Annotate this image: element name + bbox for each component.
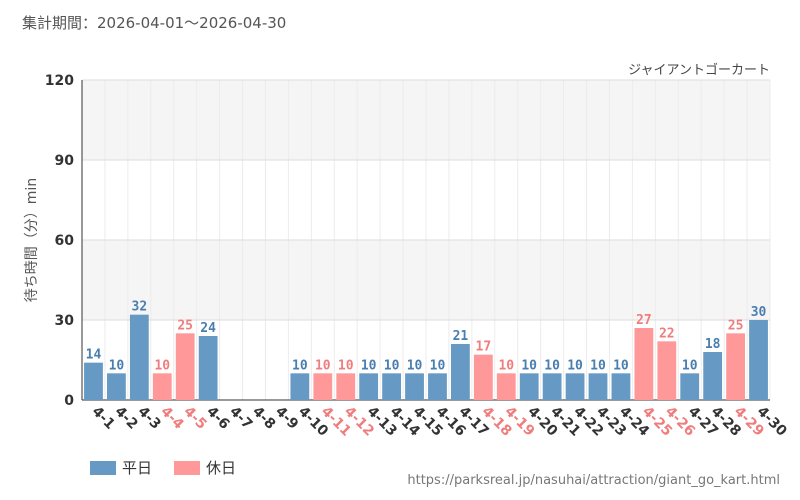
bar	[152, 373, 172, 400]
x-tick-label: 4-6	[203, 404, 232, 433]
bar-value-label: 10	[430, 358, 446, 373]
x-tick-label: 4-7	[226, 404, 255, 433]
x-tick-label: 4-1	[89, 404, 118, 433]
bar-value-label: 10	[361, 358, 377, 373]
bar	[611, 373, 631, 400]
bar	[106, 373, 126, 400]
legend-swatch-holiday	[174, 460, 201, 475]
bar-value-label: 10	[590, 358, 606, 373]
legend-label-weekday: 平日	[122, 459, 153, 477]
bar	[129, 314, 149, 400]
y-tick-label: 90	[55, 153, 75, 169]
bar	[336, 373, 356, 400]
bar	[428, 373, 447, 400]
bar	[382, 373, 402, 400]
bar-value-label: 10	[567, 358, 583, 373]
x-tick-label: 4-3	[135, 404, 164, 433]
legend-item-weekday: 平日	[90, 457, 152, 478]
source-url[interactable]: https://parksreal.jp/nasuhai/attraction/…	[407, 473, 780, 488]
y-tick-label: 0	[64, 393, 74, 409]
bar-value-label: 27	[636, 313, 652, 328]
bar-value-label: 10	[154, 358, 170, 373]
bar	[175, 333, 195, 400]
bar-value-label: 10	[544, 358, 560, 373]
bar-value-label: 25	[728, 318, 744, 333]
bar-value-label: 21	[453, 329, 469, 344]
bar	[542, 373, 562, 400]
y-axis-label: 待ち時間（分）min	[24, 178, 40, 302]
bar-value-label: 10	[338, 358, 354, 373]
bar-value-label: 18	[705, 337, 721, 352]
bar	[359, 373, 379, 400]
bar-value-label: 32	[132, 300, 148, 315]
bar-value-label: 10	[498, 358, 514, 373]
bar-value-label: 10	[315, 358, 331, 373]
bar-value-label: 10	[682, 358, 698, 373]
bar	[473, 354, 493, 400]
bar	[198, 336, 218, 400]
bar-value-label: 10	[521, 358, 537, 373]
bar-value-label: 24	[200, 321, 216, 336]
y-tick-label: 120	[45, 73, 74, 89]
bar	[313, 373, 333, 400]
bar	[680, 373, 700, 400]
x-tick-label: 4-5	[180, 404, 209, 433]
y-tick-label: 30	[55, 313, 75, 329]
bar	[726, 333, 746, 400]
bar	[450, 344, 470, 400]
bar-value-label: 25	[177, 318, 193, 333]
chart-legend: 平日 休日	[90, 457, 258, 478]
bar	[290, 373, 310, 400]
x-tick-label: 4-9	[272, 404, 301, 433]
legend-item-holiday: 休日	[174, 457, 236, 478]
bar	[519, 373, 539, 400]
y-tick-label: 60	[55, 233, 75, 249]
collection-period-label: 集計期間：2026-04-01～2026-04-30	[22, 14, 287, 32]
bar-value-label: 10	[109, 358, 125, 373]
bar	[703, 352, 723, 400]
x-tick-label: 4-4	[157, 404, 186, 433]
bar-value-label: 10	[407, 358, 423, 373]
legend-swatch-weekday	[90, 460, 116, 475]
bar-value-label: 10	[613, 358, 629, 373]
bar-value-label: 14	[86, 348, 102, 363]
bar-value-label: 30	[751, 305, 767, 320]
bar-value-label: 10	[292, 358, 308, 373]
chart-title: ジャイアントゴーカート	[628, 62, 770, 78]
legend-label-holiday: 休日	[206, 459, 237, 477]
bar	[657, 341, 677, 400]
bar	[565, 373, 585, 400]
bar	[496, 373, 516, 400]
bar-value-label: 10	[384, 358, 400, 373]
x-tick-label: 4-8	[249, 404, 278, 433]
x-tick-label: 4-2	[112, 404, 141, 433]
bar	[84, 362, 103, 400]
bar-value-label: 22	[659, 326, 675, 341]
bar	[588, 373, 608, 400]
bar-value-label: 17	[476, 340, 492, 355]
bar	[634, 328, 654, 400]
bar	[749, 320, 768, 400]
bar	[405, 373, 424, 400]
